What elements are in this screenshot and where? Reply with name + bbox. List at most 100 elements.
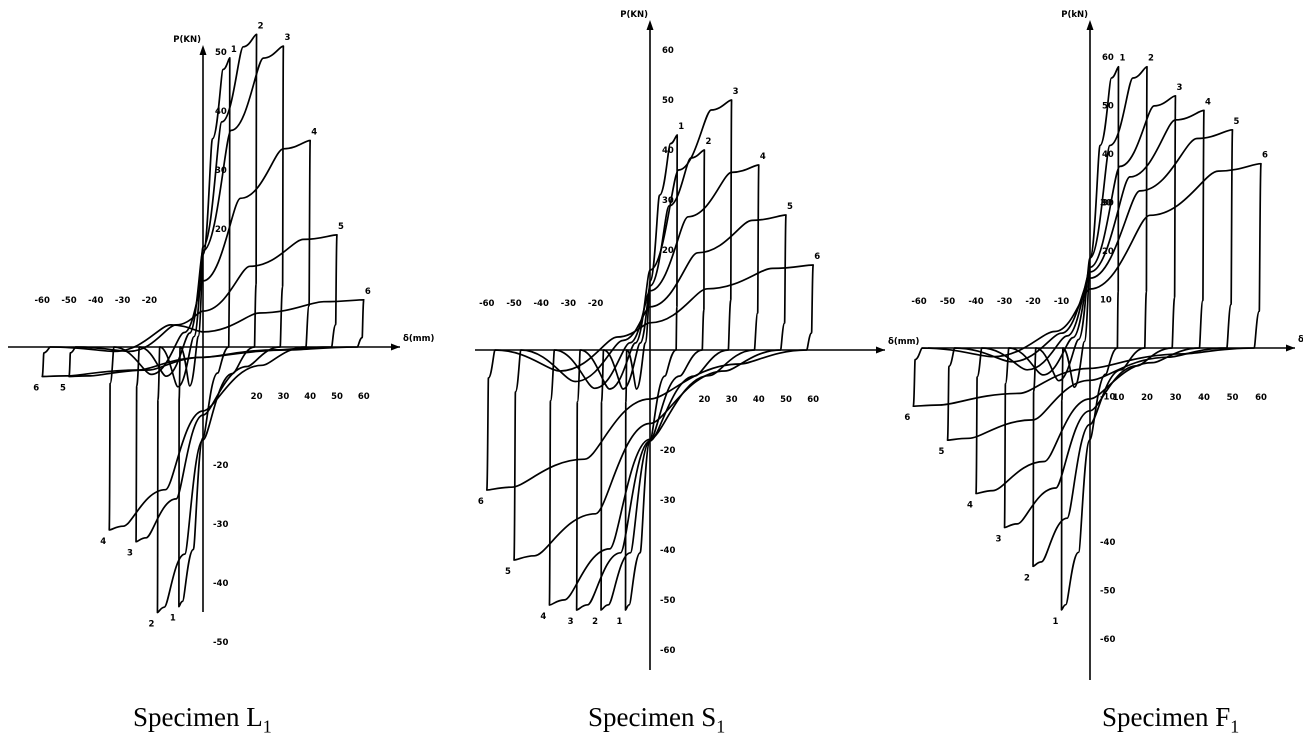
loop-label-negative: 6 <box>904 413 910 423</box>
caption-s1: Specimen S1 <box>588 702 725 737</box>
y-axis-arrowhead <box>199 45 207 55</box>
caption-subscript: 1 <box>1230 716 1240 737</box>
loop-label-positive: 6 <box>1262 151 1268 161</box>
x-tick-label: -40 <box>88 296 103 306</box>
chart-panel-f1: P(kN)δ(mm)-60-50-40-30-20-10102030405060… <box>904 0 1303 690</box>
caption-f1: Specimen F1 <box>1102 702 1239 737</box>
loop-label-positive: 5 <box>787 202 793 212</box>
loop-label-negative: 4 <box>540 612 546 622</box>
x-tick-label: 20 <box>1141 393 1153 403</box>
x-tick-label: -30 <box>115 296 130 306</box>
y-axis-arrowhead <box>1086 20 1094 30</box>
y-tick-label: -60 <box>660 646 675 656</box>
loop-label-negative: 3 <box>568 617 574 627</box>
hysteresis-loop-6 <box>41 298 365 378</box>
x-tick-label: 30 <box>277 392 289 402</box>
loop-label-positive: 4 <box>311 128 317 138</box>
loop-label-positive: 1 <box>231 45 237 55</box>
x-tick-label: 40 <box>1198 393 1210 403</box>
y-tick-label: -60 <box>1100 635 1115 645</box>
x-tick-label: -20 <box>588 299 603 309</box>
y-tick-label: -30 <box>660 496 675 506</box>
y-tick-label: 60 <box>662 46 674 56</box>
loop-label-positive: 6 <box>365 287 371 297</box>
x-axis-title: δ(mm) <box>1298 335 1303 345</box>
hysteresis-loop-2 <box>156 33 258 614</box>
x-tick-label: 10 <box>1113 393 1125 403</box>
hysteresis-loop-5 <box>946 128 1234 441</box>
caption-subscript: 1 <box>716 716 726 737</box>
loop-label-negative: 5 <box>60 384 66 394</box>
y-axis-title: P(kN) <box>1061 10 1088 20</box>
caption-subscript: 1 <box>262 716 272 737</box>
hysteresis-chart-l1: P(KN) δ(mm) -60 -50 -40 -30 -20 20 30 40 50 60 20 30 4… <box>8 21 434 648</box>
x-tick-label: -10 <box>1054 297 1069 307</box>
loop-label-negative: 4 <box>100 537 106 547</box>
loop-label-positive: 3 <box>1177 83 1183 93</box>
caption-text: Specimen L <box>133 702 263 732</box>
loop-label-negative: 6 <box>478 497 484 507</box>
y-tick-label: -50 <box>1100 587 1115 597</box>
hysteresis-loop-5 <box>68 234 338 378</box>
loop-label-positive: 2 <box>258 21 264 31</box>
y-tick-label: 20 <box>1102 247 1114 257</box>
hysteresis-chart-f1: P(kN)δ(mm)-60-50-40-30-20-10102030405060… <box>904 10 1303 680</box>
x-tick-label: -50 <box>61 296 76 306</box>
x-tick-label: -20 <box>1025 297 1040 307</box>
y-tick-label: 30 <box>215 166 227 176</box>
y-tick-label: -40 <box>660 546 675 556</box>
loop-label-negative: 2 <box>592 617 598 627</box>
y-tick-label: 20 <box>662 246 674 256</box>
x-tick-label: -60 <box>911 297 926 307</box>
x-tick-label: 60 <box>358 392 370 402</box>
y-tick-label: -50 <box>213 638 228 648</box>
y-axis-arrowhead <box>646 20 654 30</box>
loop-label-negative: 2 <box>148 620 154 630</box>
x-axis-arrowhead <box>1286 344 1295 352</box>
hysteresis-chart-s1: P(KN) δ(mm) -60 -50 -40 -30 -20 20 30 40 50 60 20 30 4… <box>475 10 919 670</box>
x-tick-label: 20 <box>251 392 263 402</box>
hysteresis-loop-3 <box>135 45 285 543</box>
y-axis-title: P(KN) <box>620 10 648 20</box>
hysteresis-loop-6 <box>912 162 1262 408</box>
y-tick-label: -10 <box>1100 393 1115 403</box>
y-tick-label: -20 <box>213 461 228 471</box>
loop-label-negative: 5 <box>505 567 511 577</box>
hysteresis-loop-1 <box>624 134 679 611</box>
x-axis-arrowhead <box>391 343 400 351</box>
y-tick-label: -20 <box>660 446 675 456</box>
loop-label-negative: 5 <box>939 447 945 457</box>
loop-label-negative: 1 <box>617 617 623 627</box>
x-tick-label: -40 <box>534 299 549 309</box>
hysteresis-loop-4 <box>548 164 760 606</box>
loop-label-negative: 1 <box>170 614 176 624</box>
x-tick-label: 50 <box>780 395 792 405</box>
loop-label-positive: 1 <box>1120 54 1126 64</box>
hysteresis-loop-3 <box>575 99 733 611</box>
y-tick-label: 10 <box>1100 296 1112 306</box>
x-tick-label: -60 <box>479 299 494 309</box>
loop-label-positive: 4 <box>1205 97 1211 107</box>
hysteresis-loop-1 <box>178 57 231 608</box>
chart-panel-l1: P(KN) δ(mm) -60 -50 -40 -30 -20 20 30 40 50 60 20 30 4… <box>0 0 434 690</box>
loop-label-positive: 2 <box>705 137 711 147</box>
y-tick-label: 50 <box>662 96 674 106</box>
x-tick-label: 40 <box>753 395 765 405</box>
loop-label-positive: 6 <box>814 252 820 262</box>
loop-label-positive: 5 <box>338 222 344 232</box>
caption-text: Specimen F <box>1102 702 1231 732</box>
loop-label-positive: 2 <box>1148 54 1154 64</box>
y-tick-label: 30 <box>1100 199 1112 209</box>
loop-label-positive: 3 <box>733 87 739 97</box>
x-tick-label: 50 <box>331 392 343 402</box>
y-tick-label: -40 <box>1100 538 1115 548</box>
x-tick-label: -60 <box>35 296 50 306</box>
x-axis-title: δ(mm) <box>403 334 434 344</box>
y-tick-label: -50 <box>660 596 675 606</box>
loop-label-negative: 2 <box>1024 573 1030 583</box>
y-tick-label: 60 <box>1102 53 1114 63</box>
x-tick-label: 60 <box>1255 393 1267 403</box>
x-tick-label: 50 <box>1227 393 1239 403</box>
x-tick-label: 30 <box>1170 393 1182 403</box>
loop-label-negative: 4 <box>967 501 973 511</box>
